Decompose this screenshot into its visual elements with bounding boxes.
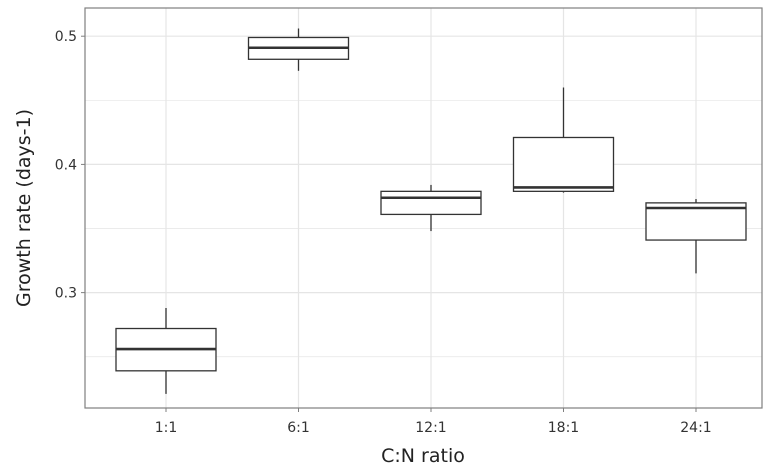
box-12-1	[380, 184, 482, 232]
box-iqr	[512, 136, 615, 192]
y-tick-label: 0.4	[55, 157, 77, 173]
box-iqr	[380, 190, 482, 216]
box-series	[115, 28, 747, 394]
y-axis-ticks: 0.3 0.4 0.5	[55, 29, 85, 302]
y-axis-title: Growth rate (days-1)	[13, 109, 35, 307]
x-tick-label: 18:1	[548, 420, 579, 436]
x-tick-label: 24:1	[680, 420, 711, 436]
box-1-1	[115, 308, 217, 394]
y-tick-label: 0.5	[55, 29, 77, 45]
x-tick-label: 12:1	[415, 420, 446, 436]
box-24-1	[645, 199, 747, 274]
x-tick-label: 6:1	[287, 420, 310, 436]
box-18-1	[512, 87, 615, 193]
box-6-1	[247, 28, 350, 71]
plot-panel-border	[84, 7, 763, 409]
x-axis-title: C:N ratio	[381, 445, 465, 467]
x-tick-label: 1:1	[155, 420, 178, 436]
x-axis-ticks: 1:1 6:1 12:1 18:1 24:1	[155, 408, 712, 436]
y-tick-label: 0.3	[55, 286, 77, 302]
